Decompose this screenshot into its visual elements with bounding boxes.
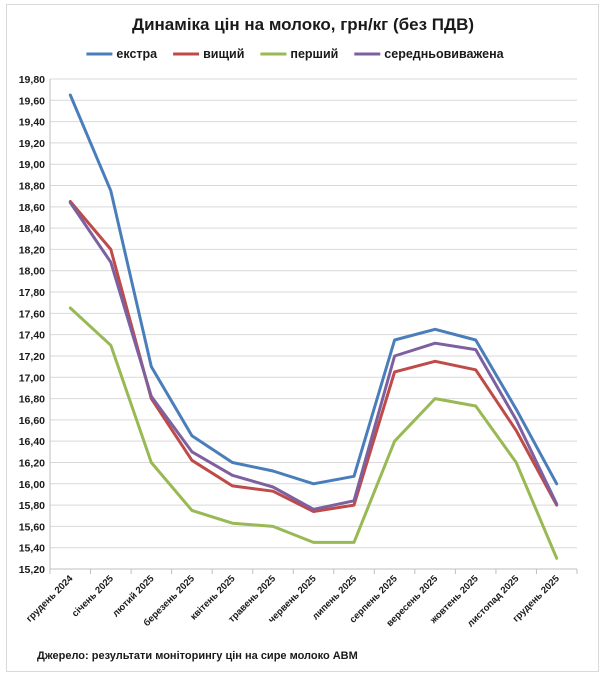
y-tick-label: 17,20 [19, 351, 45, 363]
y-tick-label: 17,00 [19, 372, 45, 384]
y-tick-label: 19,20 [19, 138, 45, 150]
legend-item: середньовиважена [354, 47, 505, 61]
chart-frame: Динаміка цін на молоко, грн/кг (без ПДВ)… [6, 4, 599, 672]
series-lines [68, 93, 559, 560]
y-tick-label: 16,60 [19, 415, 45, 427]
line-chart: Динаміка цін на молоко, грн/кг (без ПДВ)… [19, 15, 578, 629]
legend-label: перший [290, 47, 338, 61]
legend: екстра вищий перший середньовиважена [86, 47, 505, 61]
series-line-екстра [68, 93, 559, 486]
legend-item: вищий [173, 47, 244, 61]
y-tick-label: 18,80 [19, 181, 45, 193]
y-tick-label: 19,60 [19, 95, 45, 107]
legend-item: перший [260, 47, 338, 61]
y-tick-label: 17,60 [19, 308, 45, 320]
y-tick-label: 16,40 [19, 436, 45, 448]
y-tick-label: 16,20 [19, 457, 45, 469]
y-tick-label: 18,40 [19, 223, 45, 235]
legend-item: екстра [86, 47, 158, 61]
y-axis: 15,20 15,40 15,60 15,80 16,00 16,20 16,40 16,60… [19, 74, 51, 576]
y-tick-label: 16,00 [19, 479, 45, 491]
y-tick-label: 15,40 [19, 543, 45, 555]
x-tick-label: грудень 2024 [24, 573, 76, 625]
y-tick-label: 15,20 [19, 564, 45, 576]
y-tick-label: 17,40 [19, 330, 45, 342]
y-tick-label: 18,20 [19, 244, 45, 256]
y-tick-label: 18,60 [19, 202, 45, 214]
series-line-перший [68, 306, 559, 560]
chart-title: Динаміка цін на молоко, грн/кг (без ПДВ) [132, 15, 474, 34]
y-tick-label: 17,80 [19, 287, 45, 299]
y-tick-label: 19,00 [19, 159, 45, 171]
y-tick-label: 16,80 [19, 394, 45, 406]
legend-label: вищий [203, 47, 244, 61]
y-tick-label: 15,60 [19, 521, 45, 533]
y-tick-label: 19,40 [19, 117, 45, 129]
x-tick-label: січень 2025 [70, 573, 117, 620]
series-line-середньовиважена [68, 201, 559, 511]
legend-label: середньовиважена [384, 47, 504, 61]
y-tick-label: 19,80 [19, 74, 45, 86]
source-note: Джерело: результати моніторингу цін на с… [37, 650, 358, 662]
legend-label: екстра [116, 47, 158, 61]
y-tick-label: 15,80 [19, 500, 45, 512]
y-tick-label: 18,00 [19, 266, 45, 278]
